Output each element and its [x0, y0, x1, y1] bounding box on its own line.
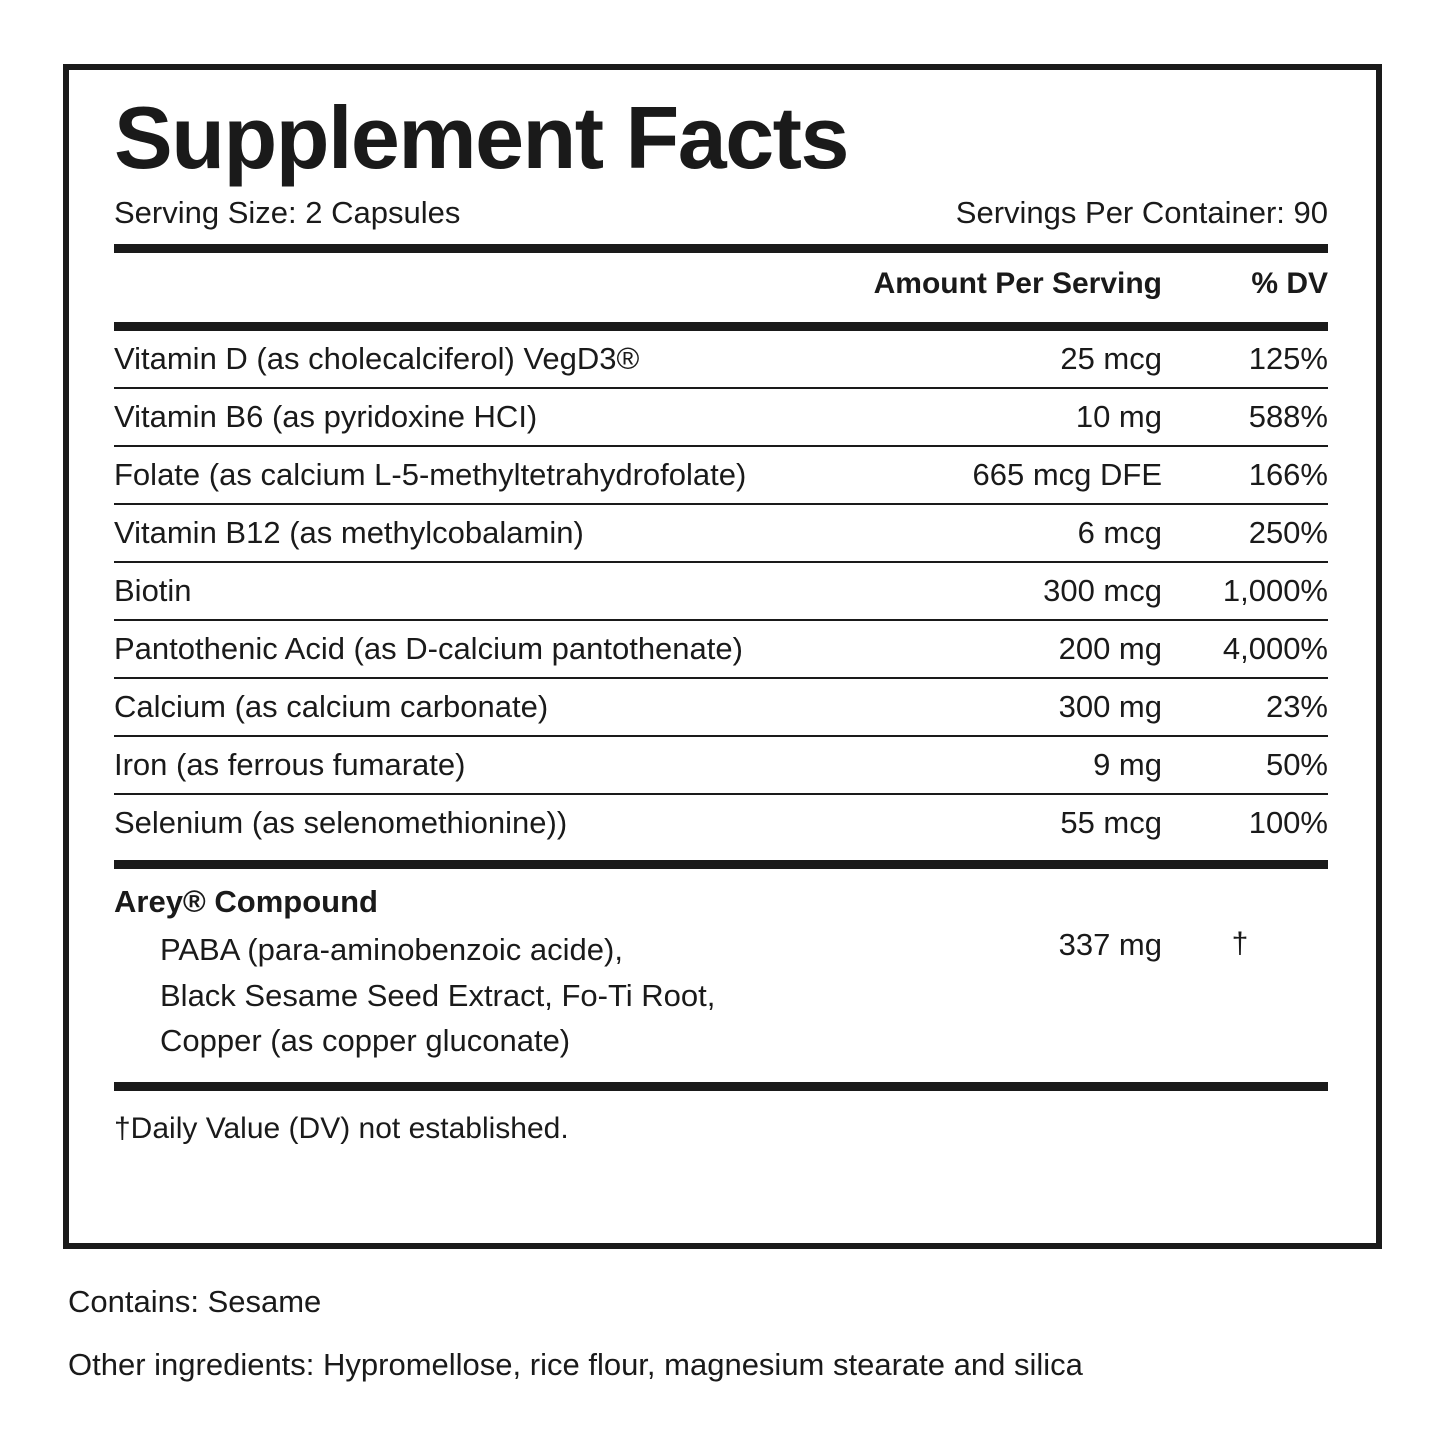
nutrient-amount: 9 mg: [1093, 746, 1162, 782]
row-divider: [114, 386, 1328, 389]
contains-allergen-text: Contains: Sesame: [68, 1284, 322, 1319]
nutrient-amount: 6 mcg: [1077, 514, 1162, 550]
nutrient-percent-dv: 23%: [1265, 688, 1328, 724]
nutrient-percent-dv: 100%: [1248, 804, 1328, 840]
nutrient-percent-dv: 125%: [1248, 340, 1328, 376]
table-row: Selenium (as selenomethionine)) 55 mcg 100…: [114, 795, 1328, 851]
amount-per-serving-header: Amount Per Serving: [873, 266, 1162, 300]
blend-ingredient-line: Black Sesame Seed Extract, Fo-Ti Root,: [160, 977, 716, 1013]
other-ingredients-text: Other ingredients: Hypromellose, rice fl…: [68, 1347, 1083, 1383]
supplement-facts-inner: Supplement Facts Serving Size: 2 Capsule…: [114, 92, 1328, 1147]
nutrient-amount: 10 mg: [1075, 398, 1162, 434]
serving-info-row: Serving Size: 2 Capsules Servings Per Co…: [114, 188, 1328, 231]
nutrient-name: Folate (as calcium L-5-methyltetrahydrof…: [114, 456, 747, 492]
row-divider: [114, 618, 1328, 621]
rule-under-column-headers: [114, 321, 1328, 331]
nutrient-table: Vitamin D (as cholecalciferol) VegD3® 25 …: [114, 331, 1328, 851]
row-divider: [114, 792, 1328, 795]
rule-above-blend: [114, 859, 1328, 869]
nutrient-amount: 300 mg: [1058, 688, 1162, 724]
table-row: Calcium (as calcium carbonate) 300 mg 23%: [114, 679, 1328, 735]
nutrient-percent-dv: 50%: [1265, 746, 1328, 782]
blend-ingredient-line: PABA (para-aminobenzoic acide),: [160, 932, 623, 968]
proprietary-blend-section: Arey® Compound PABA (para-aminobenzoic a…: [114, 869, 1328, 1074]
nutrient-amount: 200 mg: [1058, 630, 1162, 666]
table-row: Vitamin D (as cholecalciferol) VegD3® 25 …: [114, 331, 1328, 387]
table-row: Vitamin B12 (as methylcobalamin) 6 mcg 250…: [114, 505, 1328, 561]
blend-amount: 337 mg: [1058, 927, 1162, 963]
nutrient-name: Vitamin B6 (as pyridoxine HCI): [114, 398, 538, 434]
nutrient-amount: 300 mcg: [1043, 572, 1162, 608]
below-panel-text: Contains: Sesame Other ingredients: Hypr…: [68, 1283, 1388, 1383]
nutrient-percent-dv: 4,000%: [1222, 630, 1328, 666]
table-column-headers: Amount Per Serving % DV: [114, 253, 1328, 313]
table-row: Folate (as calcium L-5-methyltetrahydrof…: [114, 447, 1328, 503]
blend-title: Arey® Compound: [114, 883, 378, 919]
row-divider: [114, 444, 1328, 447]
row-divider: [114, 734, 1328, 737]
nutrient-percent-dv: 166%: [1248, 456, 1328, 492]
serving-size-text: Serving Size: 2 Capsules: [114, 194, 461, 230]
table-row: Biotin 300 mcg 1,000%: [114, 563, 1328, 619]
daily-value-footnote: †Daily Value (DV) not established.: [114, 1112, 569, 1146]
nutrient-percent-dv: 588%: [1248, 398, 1328, 434]
table-row: Iron (as ferrous fumarate) 9 mg 50%: [114, 737, 1328, 793]
rule-above-footnote: [114, 1082, 1328, 1092]
blend-ingredient-list: PABA (para-aminobenzoic acide), Black Ses…: [114, 927, 810, 1063]
servings-per-container-text: Servings Per Container: 90: [955, 194, 1328, 230]
nutrient-name: Biotin: [114, 572, 192, 608]
nutrient-amount: 25 mcg: [1060, 340, 1162, 376]
nutrient-name: Pantothenic Acid (as D-calcium pantothen…: [114, 630, 743, 666]
rule-under-serving-info: [114, 243, 1328, 253]
nutrient-amount: 55 mcg: [1060, 804, 1162, 840]
blend-ingredient-line: Copper (as copper gluconate): [160, 1022, 571, 1058]
nutrient-name: Vitamin D (as cholecalciferol) VegD3®: [114, 340, 640, 376]
table-row: Pantothenic Acid (as D-calcium pantothen…: [114, 621, 1328, 677]
nutrient-name: Vitamin B12 (as methylcobalamin): [114, 514, 584, 550]
row-divider: [114, 560, 1328, 563]
table-row: Vitamin B6 (as pyridoxine HCI) 10 mg 588%: [114, 389, 1328, 445]
nutrient-name: Iron (as ferrous fumarate): [114, 746, 466, 782]
row-divider: [114, 676, 1328, 679]
blend-dv-dagger: †: [1231, 927, 1249, 961]
nutrient-name: Calcium (as calcium carbonate): [114, 688, 549, 724]
percent-dv-header: % DV: [1251, 266, 1328, 300]
supplement-facts-panel: Supplement Facts Serving Size: 2 Capsule…: [63, 64, 1382, 1249]
blend-body: PABA (para-aminobenzoic acide), Black Ses…: [114, 927, 1328, 1063]
row-divider: [114, 502, 1328, 505]
nutrient-percent-dv: 1,000%: [1222, 572, 1328, 608]
page-title: Supplement Facts: [114, 88, 849, 187]
nutrient-name: Selenium (as selenomethionine)): [114, 804, 568, 840]
nutrient-amount: 665 mcg DFE: [972, 456, 1162, 492]
nutrient-percent-dv: 250%: [1248, 514, 1328, 550]
